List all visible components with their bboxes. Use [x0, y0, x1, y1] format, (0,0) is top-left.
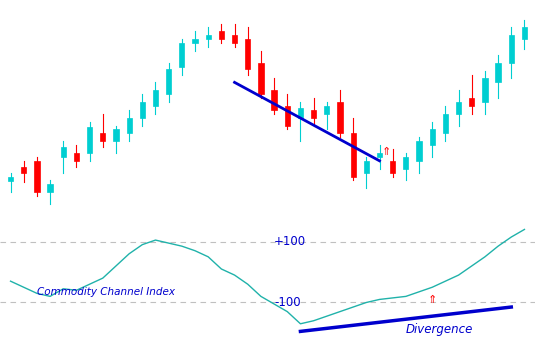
Bar	[390, 161, 395, 173]
Bar	[179, 43, 185, 67]
Bar	[21, 167, 26, 173]
Bar	[311, 110, 316, 118]
Bar	[350, 133, 356, 177]
Text: Divergence: Divergence	[406, 323, 473, 336]
Bar	[166, 68, 171, 94]
Bar	[324, 106, 330, 114]
Bar	[74, 153, 79, 161]
Bar	[495, 63, 501, 82]
Bar	[338, 102, 342, 133]
Text: ⇑: ⇑	[381, 147, 391, 157]
Bar	[456, 102, 461, 114]
Bar	[271, 90, 277, 110]
Bar	[403, 157, 409, 169]
Bar	[193, 39, 197, 43]
Bar	[298, 108, 303, 118]
Bar	[153, 90, 158, 106]
Bar	[60, 147, 66, 157]
Bar	[469, 98, 475, 106]
Bar	[113, 129, 119, 141]
Text: -100: -100	[274, 296, 301, 309]
Bar	[482, 78, 487, 102]
Bar	[34, 161, 40, 192]
Bar	[87, 127, 92, 153]
Bar	[205, 35, 211, 39]
Text: ⇑: ⇑	[427, 295, 437, 305]
Bar	[245, 39, 250, 68]
Bar	[48, 184, 53, 192]
Text: Commodity Channel Index: Commodity Channel Index	[37, 287, 175, 297]
Bar	[126, 118, 132, 133]
Bar	[219, 32, 224, 39]
Bar	[416, 141, 422, 161]
Bar	[430, 129, 435, 145]
Bar	[285, 106, 290, 125]
Bar	[8, 177, 13, 181]
Bar	[232, 35, 237, 43]
Bar	[364, 161, 369, 173]
Bar	[522, 27, 527, 39]
Text: +100: +100	[274, 235, 306, 248]
Bar	[377, 153, 382, 157]
Bar	[258, 63, 264, 94]
Bar	[100, 133, 105, 141]
Bar	[509, 35, 514, 63]
Bar	[443, 114, 448, 133]
Bar	[140, 102, 145, 118]
